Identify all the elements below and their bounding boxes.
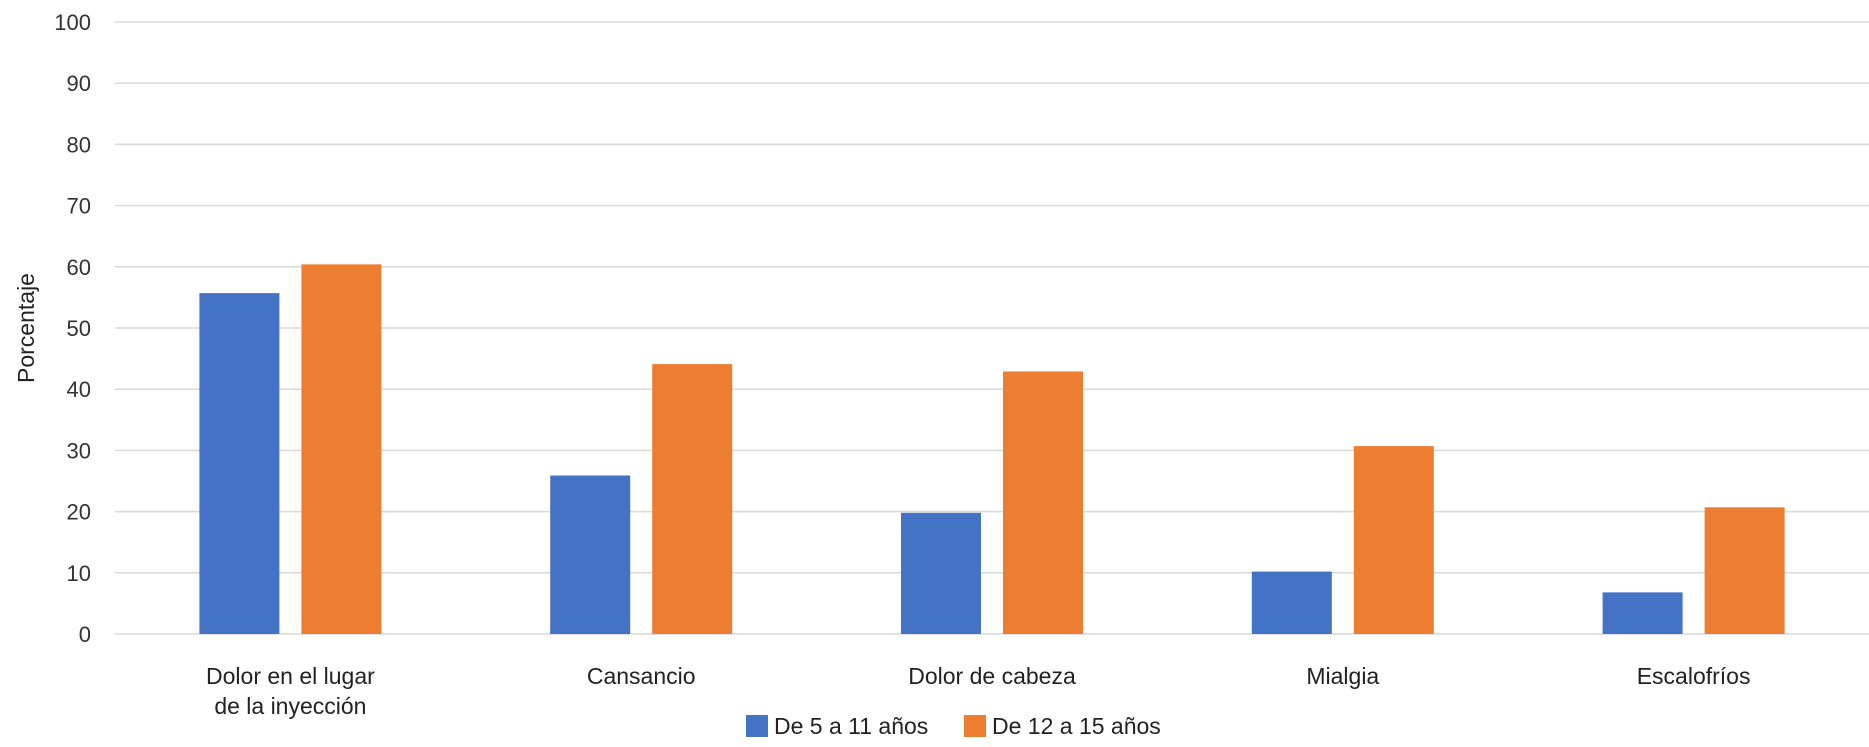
bar-de-12-a-15 (1003, 371, 1083, 634)
legend-label: De 5 a 11 años (774, 713, 928, 739)
bar-de-12-a-15 (301, 264, 382, 634)
y-tick-label: 20 (67, 500, 91, 525)
bar-de-5-a-11 (550, 475, 631, 634)
bar-de-5-a-11 (901, 512, 981, 634)
y-axis-ticks: 0 10 20 30 40 50 60 70 80 90 100 (54, 10, 91, 647)
y-tick-label: 90 (67, 71, 91, 96)
x-axis-categories: Dolor en el lugar de la inyección Cansanci… (206, 663, 1750, 719)
bar-de-12-a-15 (1353, 446, 1434, 634)
x-category-label: Cansancio (587, 663, 696, 689)
y-tick-label: 30 (67, 438, 91, 463)
x-category-label: de la inyección (214, 693, 366, 719)
x-category-label: Escalofríos (1637, 663, 1751, 689)
y-tick-label: 60 (67, 255, 91, 280)
y-tick-label: 50 (67, 316, 91, 341)
legend-swatch (964, 715, 986, 737)
bar-de-12-a-15 (652, 364, 733, 634)
gridlines (115, 21, 1869, 635)
bar-de-12-a-15 (1704, 507, 1785, 634)
legend-swatch (746, 715, 768, 737)
x-category-label: Mialgia (1306, 663, 1379, 689)
legend-label: De 12 a 15 años (992, 713, 1161, 739)
x-category-label: Dolor de cabeza (908, 663, 1076, 689)
legend: De 5 a 11 años De 12 a 15 años (746, 713, 1161, 739)
y-tick-label: 80 (67, 132, 91, 157)
y-tick-label: 10 (67, 561, 91, 586)
bars (199, 264, 1785, 634)
bar-de-5-a-11 (1602, 592, 1683, 634)
y-axis-title: Porcentaje (13, 273, 39, 383)
y-tick-label: 100 (54, 10, 91, 35)
bar-de-5-a-11 (1251, 571, 1332, 634)
y-tick-label: 0 (79, 622, 91, 647)
y-tick-label: 40 (67, 377, 91, 402)
y-tick-label: 70 (67, 194, 91, 219)
x-category-label: Dolor en el lugar (206, 663, 375, 689)
bar-de-5-a-11 (199, 293, 280, 634)
